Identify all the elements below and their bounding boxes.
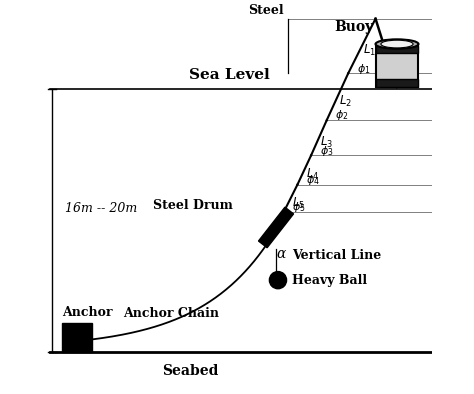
- Text: α: α: [276, 247, 285, 261]
- Text: Sea Level: Sea Level: [189, 68, 270, 82]
- Text: $\phi_4$: $\phi_4$: [306, 173, 320, 187]
- Text: $\phi_2$: $\phi_2$: [335, 108, 349, 123]
- Bar: [375, 79, 419, 87]
- Text: $L_2$: $L_2$: [339, 94, 352, 109]
- Text: Buoy: Buoy: [334, 20, 374, 34]
- Text: $\phi_1$: $\phi_1$: [357, 61, 370, 76]
- Text: $L_4$: $L_4$: [306, 167, 319, 182]
- Text: Steel Drum: Steel Drum: [153, 199, 233, 212]
- Text: Steel: Steel: [248, 4, 284, 17]
- Text: Vertical Line: Vertical Line: [292, 249, 382, 262]
- Text: 16m -- 20m: 16m -- 20m: [65, 203, 137, 216]
- Ellipse shape: [381, 40, 413, 48]
- Bar: [258, 207, 293, 248]
- Ellipse shape: [375, 39, 419, 49]
- Text: Anchor: Anchor: [63, 306, 113, 319]
- Text: $L_1$: $L_1$: [363, 43, 376, 58]
- Text: Seabed: Seabed: [162, 364, 219, 378]
- Bar: [375, 46, 419, 54]
- Bar: [63, 323, 91, 352]
- Text: $\phi_3$: $\phi_3$: [320, 143, 333, 158]
- Circle shape: [269, 271, 287, 289]
- Text: Anchor Chain: Anchor Chain: [123, 307, 219, 320]
- Text: $\phi_5$: $\phi_5$: [292, 200, 306, 214]
- Bar: [375, 44, 419, 87]
- Text: Heavy Ball: Heavy Ball: [292, 274, 367, 287]
- Text: $L_3$: $L_3$: [320, 135, 334, 150]
- Text: $L_5$: $L_5$: [292, 195, 305, 211]
